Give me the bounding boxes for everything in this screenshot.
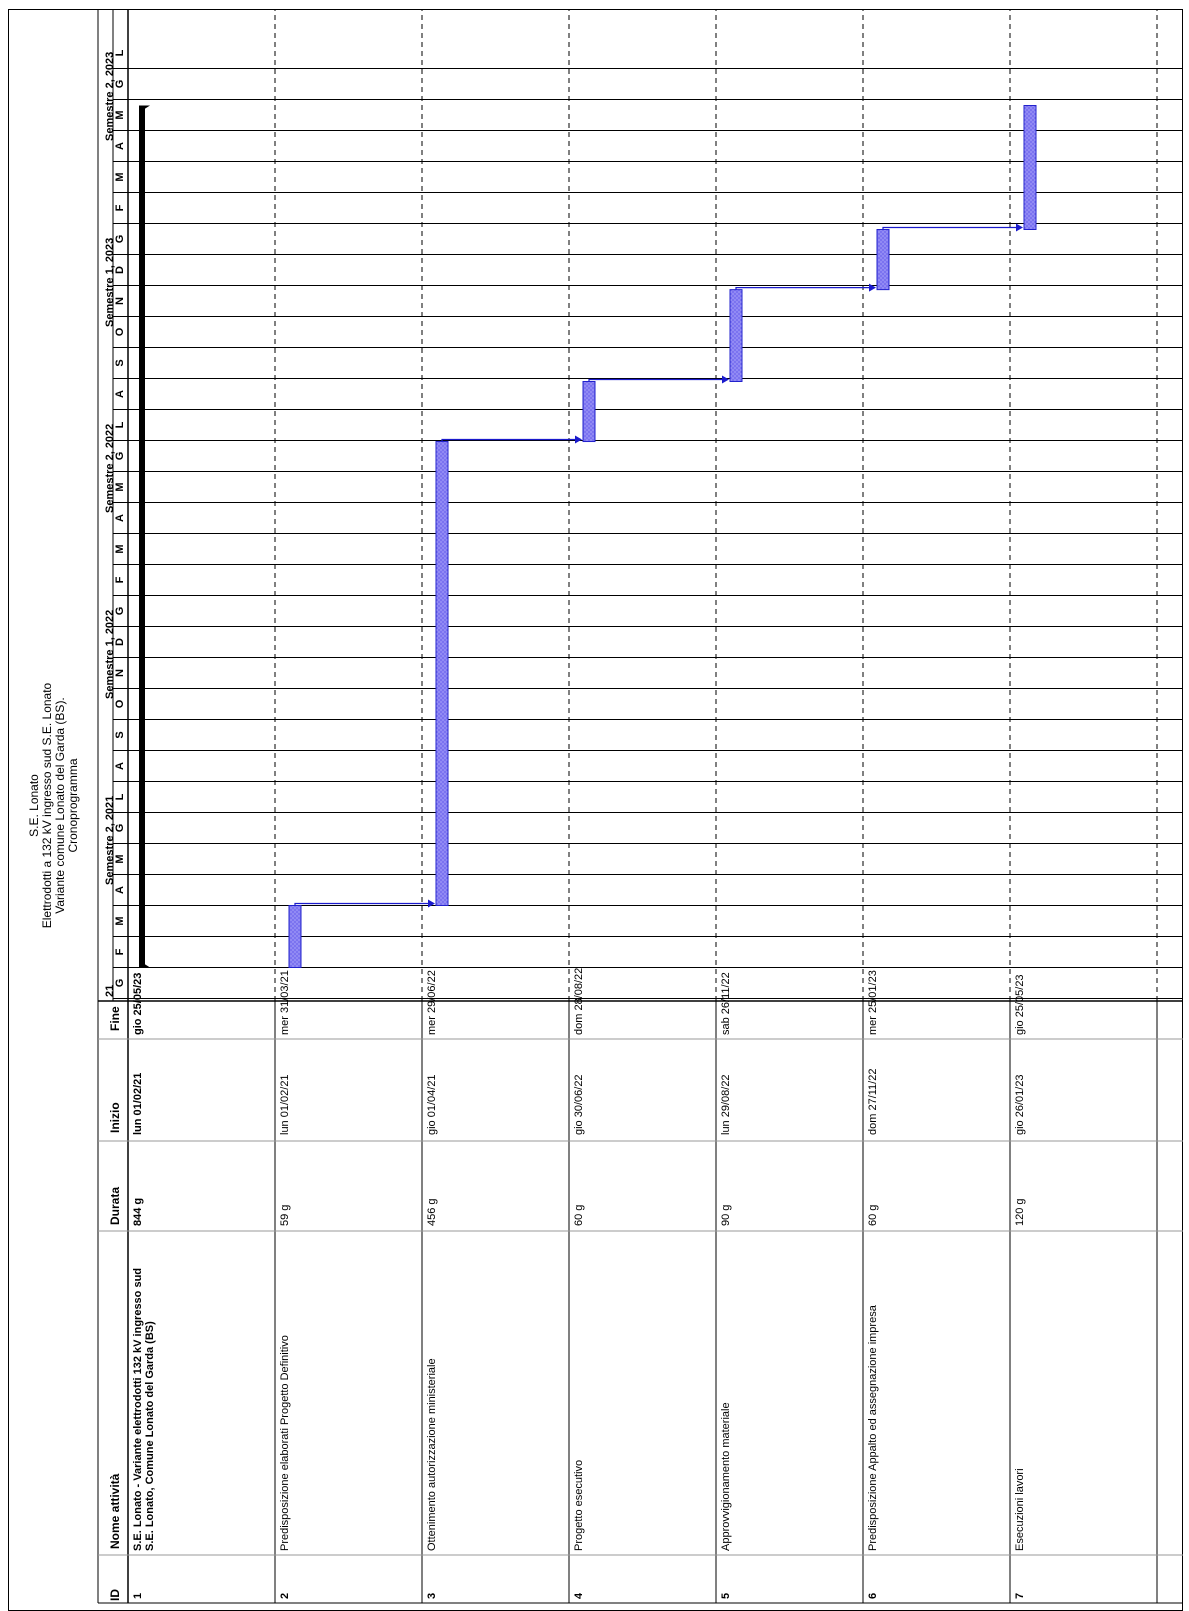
dependency-link [882, 226, 1020, 230]
dependency-arrow [575, 435, 582, 444]
dependency-link [735, 287, 873, 290]
summary-bar-end-cap [139, 105, 150, 113]
dependency-link [588, 378, 726, 382]
dependency-link [441, 438, 579, 442]
dependency-link [294, 902, 432, 906]
task-bar [1023, 105, 1037, 230]
task-bar [435, 441, 449, 906]
task-bar [288, 905, 302, 968]
dependency-arrow [722, 375, 729, 384]
summary-bar-start-cap [139, 960, 150, 968]
dependency-arrow [428, 899, 435, 908]
dependency-arrow [1016, 223, 1023, 232]
task-bar [582, 380, 596, 443]
summary-bar [139, 105, 145, 968]
task-bar [876, 228, 890, 291]
task-bar [729, 289, 743, 382]
dependency-arrow [869, 283, 876, 292]
